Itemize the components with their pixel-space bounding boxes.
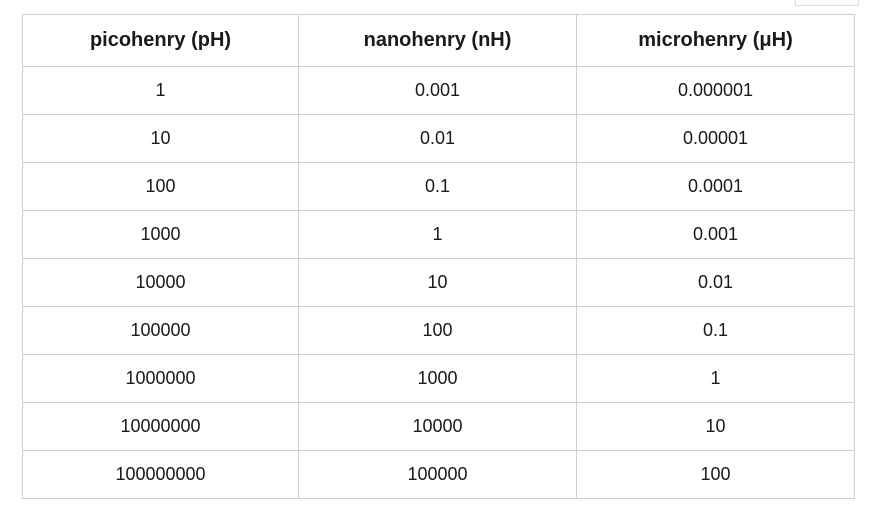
table-cell: 0.001 (298, 66, 577, 115)
table-cell: 0.00001 (576, 114, 855, 163)
table-body: 1 0.001 0.000001 10 0.01 0.00001 100 0.1 0.0001 1… (22, 66, 855, 499)
table-cell: 100 (22, 162, 299, 211)
corner-box (795, 0, 859, 6)
table-cell: 1 (22, 66, 299, 115)
table-cell: 0.01 (298, 114, 577, 163)
table-cell: 1000000 (22, 354, 299, 403)
header-cell: picohenry (pH) (22, 14, 299, 67)
table-row: 100000 100 0.1 (22, 306, 855, 355)
table-cell: 0.0001 (576, 162, 855, 211)
table-row: 100000000 100000 100 (22, 450, 855, 499)
table-cell: 100000 (22, 306, 299, 355)
table-cell: 10000 (22, 258, 299, 307)
conversion-table: picohenry (pH) nanohenry (nH) microhenry (… (22, 14, 855, 499)
table-row: 100 0.1 0.0001 (22, 162, 855, 211)
header-cell: microhenry (μH) (576, 14, 855, 67)
table-cell: 1 (576, 354, 855, 403)
table-row: 10000000 10000 10 (22, 402, 855, 451)
table-cell: 0.1 (298, 162, 577, 211)
table-cell: 0.000001 (576, 66, 855, 115)
table-cell: 10000 (298, 402, 577, 451)
table-cell: 1000 (22, 210, 299, 259)
table-cell: 10 (22, 114, 299, 163)
table-cell: 10 (576, 402, 855, 451)
table-cell: 100 (298, 306, 577, 355)
table-cell: 0.001 (576, 210, 855, 259)
table-cell: 0.1 (576, 306, 855, 355)
table-cell: 10 (298, 258, 577, 307)
table-cell: 100000000 (22, 450, 299, 499)
table-row: 1000 1 0.001 (22, 210, 855, 259)
table-row: 10 0.01 0.00001 (22, 114, 855, 163)
table-cell: 1000 (298, 354, 577, 403)
table-cell: 0.01 (576, 258, 855, 307)
table-cell: 100000 (298, 450, 577, 499)
table-row: 1000000 1000 1 (22, 354, 855, 403)
table-row: 1 0.001 0.000001 (22, 66, 855, 115)
header-cell: nanohenry (nH) (298, 14, 577, 67)
header-row: picohenry (pH) nanohenry (nH) microhenry (… (22, 14, 855, 67)
table-cell: 100 (576, 450, 855, 499)
table-row: 10000 10 0.01 (22, 258, 855, 307)
table-cell: 1 (298, 210, 577, 259)
table-cell: 10000000 (22, 402, 299, 451)
